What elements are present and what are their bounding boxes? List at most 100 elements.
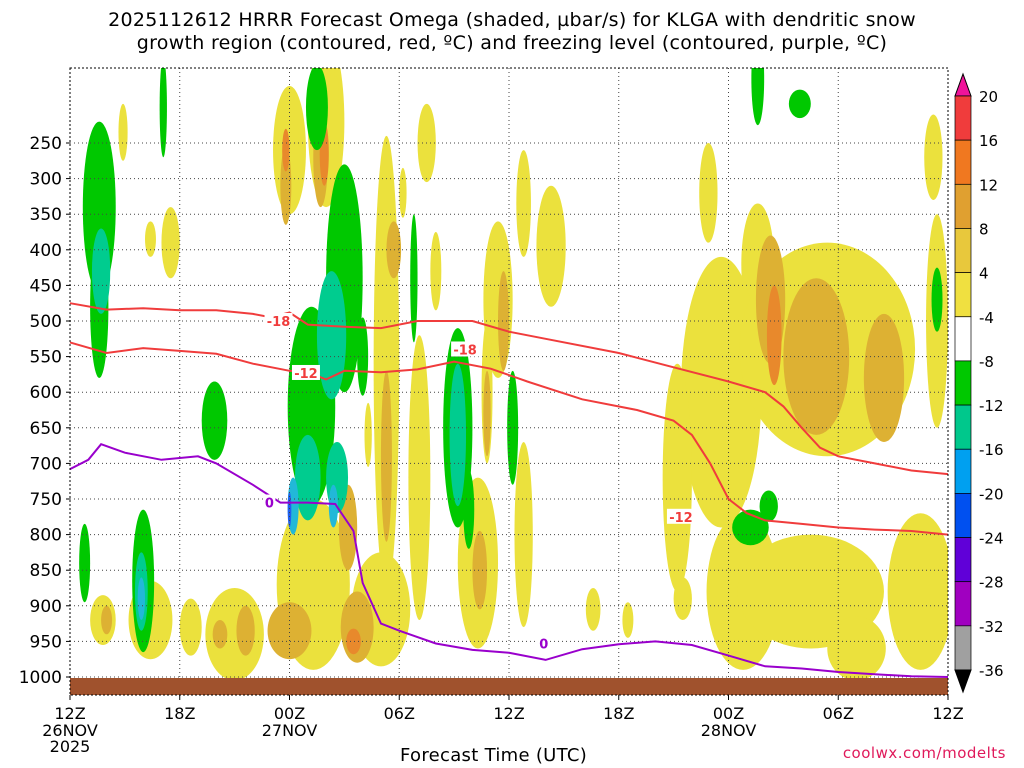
y-tick-label: 1000 [19, 668, 62, 688]
chart-title-line2: growth region (contoured, red, ºC) and f… [136, 32, 888, 54]
colorbar-swatch [954, 404, 972, 450]
contour-label: -12 [294, 367, 318, 382]
omega-shade-yellow [430, 232, 442, 311]
y-tick-label: 250 [30, 134, 62, 154]
omega-shade-yellow [516, 150, 531, 257]
contour-label: 0 [539, 638, 548, 653]
omega-shading [79, 68, 948, 681]
colorbar-label: 20 [979, 88, 998, 106]
x-tick-label: 06Z [384, 704, 415, 723]
omega-shade-green [305, 68, 328, 151]
omega-shade-yellow [673, 577, 692, 621]
colorbar-label: 4 [979, 265, 989, 283]
x-axis-title: Forecast Time (UTC) [400, 745, 588, 766]
omega-shade-yellow [924, 114, 943, 200]
y-tick-label: 300 [30, 170, 62, 190]
omega-shade-cyan [328, 484, 338, 528]
omega-shade-green [201, 381, 228, 460]
colorbar-swatch [954, 316, 972, 362]
omega-shade-yellow [680, 256, 762, 528]
omega-shade-gold [280, 146, 292, 225]
colorbar-label: -32 [979, 618, 1004, 636]
omega-shade-gold [783, 278, 850, 435]
y-axis: 250 300 350 400 450 500 550 600 650 700 750 800 850 9… [19, 134, 70, 688]
contour-label: 0 [265, 497, 274, 512]
colorbar-label: -16 [979, 441, 1004, 459]
contour-label: -12 [669, 511, 693, 526]
omega-shade-gold [483, 370, 491, 457]
omega-shade-gold [498, 271, 510, 371]
contour-label: -18 [267, 315, 291, 330]
omega-shade-blue [287, 491, 292, 528]
omega-shade-yellow [827, 616, 886, 681]
omega-shade-orange [282, 128, 290, 172]
omega-shade-gold [267, 602, 312, 660]
omega-shade-gold [212, 620, 228, 649]
x-tick-label: 12Z [493, 704, 524, 723]
colorbar-swatch [954, 360, 972, 406]
dgz-minus12-contour [69, 341, 949, 536]
y-tick-label: 550 [30, 348, 62, 368]
colorbar-label: -24 [979, 530, 1004, 548]
colorbar-bottom-arrow [954, 669, 972, 694]
y-tick-label: 650 [30, 419, 62, 439]
x-tick-label: 18Z [603, 704, 634, 723]
omega-shade-green [159, 68, 167, 158]
y-tick-label: 800 [30, 526, 62, 546]
dgz-minus18-contour [69, 302, 949, 476]
colorbar-swatch [954, 581, 972, 627]
omega-shade-orange [346, 628, 361, 655]
colorbar-swatch [954, 183, 972, 229]
colorbar-swatch [954, 139, 972, 185]
credit-link[interactable]: coolwx.com/modelts [842, 744, 1006, 762]
grid [70, 68, 948, 695]
omega-shade-teal [91, 228, 111, 314]
x-date-label: 28NOV [701, 721, 757, 740]
omega-shade-gold [472, 531, 488, 610]
y-tick-label: 950 [30, 632, 62, 652]
colorbar-label: -8 [979, 353, 994, 371]
x-date-label: 26NOV [42, 721, 98, 740]
y-tick-label: 450 [30, 276, 62, 296]
omega-shade-yellow [699, 143, 718, 243]
contour-label-bg [264, 313, 293, 328]
colorbar: 20 16 12 8 4 -4 -8 -12 -16 -20 -24 -28 -32 -36 [954, 72, 1004, 694]
y-tick-label: 700 [30, 454, 62, 474]
omega-shade-green [759, 490, 778, 522]
omega-shade-gold [386, 221, 402, 279]
omega-shade-gold [380, 370, 392, 542]
x-tick-label: 00Z [274, 704, 305, 723]
y-tick-label: 750 [30, 490, 62, 510]
freezing-level-contour [69, 443, 949, 678]
colorbar-label: -20 [979, 485, 1004, 503]
colorbar-label: -12 [979, 397, 1004, 415]
omega-shade-yellow [887, 513, 948, 670]
omega-shade-yellow [144, 221, 156, 257]
omega-shade-yellow [399, 167, 407, 218]
x-tick-label: 06Z [823, 704, 854, 723]
colorbar-swatch [954, 625, 972, 671]
ground-surface [70, 678, 948, 695]
omega-shade-teal [316, 271, 347, 400]
colorbar-label: 12 [979, 176, 998, 194]
colorbar-swatch [954, 95, 972, 141]
contour-label-bg [451, 341, 480, 357]
y-tick-label: 850 [30, 561, 62, 581]
omega-shade-gold [863, 313, 905, 443]
colorbar-swatch [954, 228, 972, 273]
y-tick-label: 500 [30, 312, 62, 332]
contour-label-bg [263, 494, 276, 510]
omega-shade-yellow [161, 207, 180, 279]
omega-shade-green [463, 470, 475, 549]
x-date-label: 27NOV [262, 721, 318, 740]
y-tick-label: 350 [30, 205, 62, 225]
colorbar-swatch [954, 448, 972, 494]
colorbar-label: 8 [979, 220, 989, 238]
colorbar-top-arrow [954, 72, 972, 97]
contour-label-bg [537, 635, 550, 651]
contour-label-bg [291, 364, 320, 380]
omega-shade-yellow [662, 363, 692, 592]
omega-shade-yellow [514, 442, 533, 628]
